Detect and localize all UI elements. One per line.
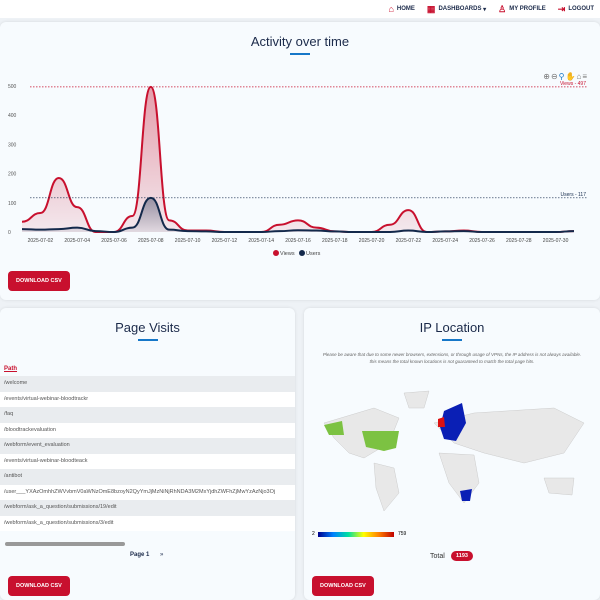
total-badge: 1193 [451, 551, 473, 561]
x-tick-label: 2025-07-12 [212, 238, 238, 244]
nav-dashboards[interactable]: ▦ DASHBOARDS ▾ [426, 3, 487, 14]
area-users [22, 197, 574, 232]
x-tick-label: 2025-07-14 [248, 238, 274, 244]
download-csv-button[interactable]: DOWNLOAD CSV [8, 271, 70, 291]
map-region-usa[interactable] [362, 431, 399, 451]
activity-title: Activity over time [250, 34, 350, 49]
legend-marker[interactable] [299, 250, 305, 256]
magnify-icon[interactable]: ⚲ [558, 72, 566, 81]
table-row: /events/virtual-webinar-bloodtrackr [0, 391, 295, 407]
y-tick-label: 300 [8, 142, 17, 148]
map-region-europe[interactable] [440, 403, 466, 441]
x-tick-label: 2025-07-04 [64, 238, 90, 244]
x-tick-label: 2025-07-28 [506, 238, 532, 244]
table-row: /welcome [0, 376, 295, 392]
map-region-alaska[interactable] [324, 421, 344, 435]
nav-logout[interactable]: ⇥ LOGOUT [557, 3, 594, 14]
next-page-button[interactable]: » [160, 552, 164, 558]
title-underline [290, 53, 310, 55]
table-row: /antibot [0, 469, 295, 485]
x-tick-label: 2025-07-08 [138, 238, 164, 244]
ip-location-card: IP Location Please be aware that due to … [304, 308, 600, 600]
color-scale [318, 532, 394, 537]
table-row: /webform/event_evaluation [0, 438, 295, 454]
zoom-out-icon[interactable]: ⊖ [550, 72, 559, 81]
horizontal-scrollbar[interactable] [5, 542, 125, 546]
scale-min: 2 [312, 531, 315, 537]
annotation-label: Users - 117 [561, 192, 587, 198]
legend-marker[interactable] [273, 250, 279, 256]
x-tick-label: 2025-07-16 [285, 238, 311, 244]
download-csv-button[interactable]: DOWNLOAD CSV [312, 576, 374, 596]
annotation-label: Views - 497 [560, 81, 586, 87]
logout-icon: ⇥ [557, 3, 566, 14]
y-tick-label: 100 [8, 201, 17, 207]
x-tick-label: 2025-07-22 [396, 238, 422, 244]
x-tick-label: 2025-07-06 [101, 238, 127, 244]
x-tick-label: 2025-07-20 [359, 238, 385, 244]
title-underline [442, 339, 462, 341]
page-indicator: Page 1 [130, 552, 150, 558]
pan-icon[interactable]: ✋ [565, 72, 577, 81]
ip-note: Please be aware that due to some newer b… [322, 352, 582, 364]
y-tick-label: 500 [8, 84, 17, 90]
map-region-southafrica[interactable] [460, 489, 472, 501]
x-tick-label: 2025-07-02 [28, 238, 54, 244]
page-visits-title: Page Visits [115, 320, 180, 335]
y-tick-label: 200 [8, 172, 17, 178]
y-tick-label: 0 [8, 230, 11, 236]
x-tick-label: 2025-07-30 [543, 238, 569, 244]
download-csv-button[interactable]: DOWNLOAD CSV [8, 576, 70, 596]
reset-home-icon[interactable]: ⌂ [576, 72, 583, 81]
nav-my-profile[interactable]: ♙ MY PROFILE [498, 3, 546, 14]
legend-label[interactable]: Users [306, 251, 321, 257]
x-tick-label: 2025-07-24 [432, 238, 458, 244]
top-nav: ⌂ HOME ▦ DASHBOARDS ▾ ♙ MY PROFILE ⇥ LOGOUT [0, 0, 600, 18]
total-label: Total [430, 553, 445, 560]
x-tick-label: 2025-07-18 [322, 238, 348, 244]
x-tick-label: 2025-07-26 [469, 238, 495, 244]
table-row: /bloodtrackevaluation [0, 422, 295, 438]
page-visits-card: Page Visits Path /welcome/events/virtual… [0, 308, 295, 600]
zoom-in-icon[interactable]: ⊕ [543, 72, 551, 81]
grid-icon: ▦ [426, 3, 436, 14]
area-views [22, 86, 574, 232]
map-region-uk[interactable] [438, 417, 445, 427]
path-column-header[interactable]: Path [4, 366, 18, 372]
table-row: /events/virtual-webinar-bloodteack [0, 453, 295, 469]
y-tick-label: 400 [8, 113, 17, 119]
title-underline [137, 339, 158, 341]
user-icon: ♙ [498, 3, 507, 14]
table-row: /webform/ask_a_question/submissions/19/e… [0, 500, 295, 516]
scale-max: 759 [398, 531, 407, 537]
visits-table: /welcome/events/virtual-webinar-bloodtra… [0, 376, 295, 531]
table-row: /webform/ask_a_question/submissions/3/ed… [0, 515, 295, 531]
nav-home[interactable]: ⌂ HOME [388, 4, 415, 14]
home-icon: ⌂ [388, 4, 394, 14]
menu-icon[interactable]: ≡ [582, 72, 588, 81]
line-views [21, 85, 575, 234]
activity-chart: 0 100 200 300 400 500 Views - 497 Users - 117 20… [8, 81, 588, 257]
table-row: /faq [0, 407, 295, 423]
chart-toolbar: ⊕⊖⚲✋⌂≡ [543, 72, 588, 81]
line-users [21, 196, 575, 234]
world-map[interactable] [304, 383, 600, 513]
ip-location-title: IP Location [419, 320, 485, 335]
x-tick-label: 2025-07-10 [175, 238, 201, 244]
activity-card: Activity over time ⊕⊖⚲✋⌂≡ 0 100 200 300 400 5… [0, 22, 600, 300]
legend-label[interactable]: Views [280, 251, 295, 257]
table-row: /user___YXAzOmhhZWVvbmV0aWNzOmE8bzoyN2Qy… [0, 484, 295, 500]
